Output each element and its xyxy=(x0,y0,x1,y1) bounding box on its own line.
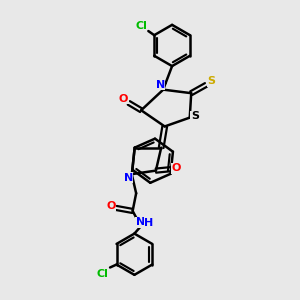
Text: O: O xyxy=(172,163,181,173)
Text: O: O xyxy=(106,201,116,211)
Text: Cl: Cl xyxy=(97,269,108,279)
Text: N: N xyxy=(124,173,133,183)
Text: N: N xyxy=(136,217,145,227)
Text: S: S xyxy=(207,76,215,86)
Text: N: N xyxy=(156,80,165,90)
Text: Cl: Cl xyxy=(135,21,147,31)
Text: H: H xyxy=(145,218,154,228)
Text: S: S xyxy=(191,111,199,121)
Text: O: O xyxy=(119,94,128,104)
